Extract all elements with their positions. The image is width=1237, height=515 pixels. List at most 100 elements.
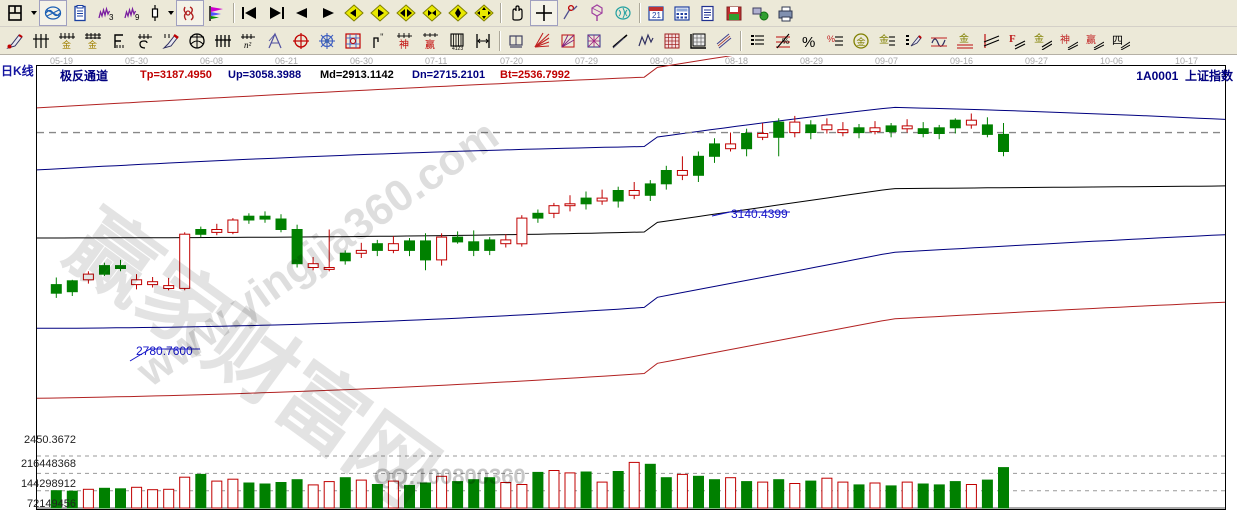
last-page-icon[interactable] — [263, 1, 289, 25]
network-icon[interactable] — [747, 1, 773, 25]
star-target-icon[interactable] — [314, 29, 340, 53]
percent-lines-icon[interactable]: % — [822, 29, 848, 53]
candle-icon[interactable] — [145, 1, 165, 25]
prev-icon[interactable] — [289, 1, 315, 25]
svg-text:n²: n² — [244, 40, 252, 50]
report-icon[interactable] — [67, 1, 93, 25]
formula-icon[interactable] — [176, 0, 204, 26]
nav-shrink-icon[interactable] — [445, 1, 471, 25]
toolbar-separator-3 — [639, 3, 640, 23]
span-icon[interactable] — [470, 29, 496, 53]
indicator-9-icon[interactable]: 9 — [119, 1, 145, 25]
pen-mark-icon[interactable] — [900, 29, 926, 53]
y-axis-price-label: 2450.3672 — [24, 434, 76, 446]
circle-tool-icon[interactable] — [184, 29, 210, 53]
target-icon[interactable] — [288, 29, 314, 53]
step-icon[interactable]: " — [366, 29, 392, 53]
angle-icon[interactable] — [262, 29, 288, 53]
calendar-icon[interactable]: 21 — [643, 1, 669, 25]
first-page-icon[interactable] — [237, 1, 263, 25]
date-tick: 09-16 — [950, 56, 974, 66]
percent-icon[interactable]: % — [796, 29, 822, 53]
save-layout-icon[interactable] — [2, 1, 28, 25]
kline-period-label[interactable]: 日K线 — [1, 64, 34, 78]
box-fan-icon[interactable] — [555, 29, 581, 53]
wave-icon[interactable] — [926, 29, 952, 53]
ying-slope-icon[interactable]: 赢 — [1082, 29, 1108, 53]
f-slope-icon[interactable]: F — [1004, 29, 1030, 53]
gold-fan-icon[interactable]: 金 — [54, 29, 80, 53]
nav-center-icon[interactable] — [393, 1, 419, 25]
grid-net-icon[interactable] — [659, 29, 685, 53]
indicator-name-label[interactable]: 极反通道 — [60, 69, 109, 83]
dropdown-caret-2-icon[interactable] — [165, 1, 176, 25]
gann-grid-icon[interactable] — [28, 29, 54, 53]
date-tick: 08-18 — [725, 56, 749, 66]
gold-circle-icon[interactable]: 金 — [848, 29, 874, 53]
svg-text:四: 四 — [1112, 34, 1123, 47]
print-icon[interactable] — [773, 1, 799, 25]
multi-chart-icon[interactable] — [39, 0, 67, 26]
hand-tool-icon[interactable] — [504, 1, 530, 25]
svg-text:4123: 4123 — [452, 46, 463, 50]
four-slope-icon[interactable]: 四 — [1108, 29, 1134, 53]
toolbar2-separator-2 — [740, 30, 741, 51]
svg-text:%: % — [782, 37, 789, 46]
trend-line-icon[interactable] — [607, 29, 633, 53]
grid-lines-icon[interactable] — [210, 29, 236, 53]
tree-icon[interactable] — [584, 1, 610, 25]
grid-axis-icon[interactable] — [685, 29, 711, 53]
ying-icon[interactable]: 赢 — [418, 29, 444, 53]
nav-move-icon[interactable] — [471, 1, 497, 25]
rect-tool-icon[interactable] — [503, 29, 529, 53]
ruler-icon[interactable] — [558, 1, 584, 25]
crosshair-icon[interactable] — [530, 0, 558, 26]
zigzag-icon[interactable] — [633, 29, 659, 53]
param-up: Up=3058.3988 — [228, 69, 302, 81]
fibo-icon[interactable] — [106, 29, 132, 53]
chart-area[interactable]: 05-19 05-30 06-08 06-21 06-30 07-11 07-2… — [0, 56, 1237, 515]
param-dn: Dn=2715.2101 — [412, 69, 486, 81]
spiral-icon[interactable] — [132, 29, 158, 53]
toolbar-primary: 3 9 — [0, 0, 1237, 27]
y-axis-volume-label: 72149456 — [27, 498, 76, 510]
svg-text:赢: 赢 — [425, 38, 435, 50]
nav-left-icon[interactable] — [341, 1, 367, 25]
brain-icon[interactable] — [610, 1, 636, 25]
marker-icon[interactable] — [158, 29, 184, 53]
color-chart-icon[interactable] — [204, 1, 230, 25]
svg-text:%: % — [827, 34, 835, 44]
gold-level-icon[interactable]: 金 — [952, 29, 978, 53]
parallel-icon[interactable] — [711, 29, 737, 53]
date-tick: 06-08 — [200, 56, 224, 66]
svg-text:赢: 赢 — [1086, 33, 1096, 46]
shen-icon[interactable]: 神 — [392, 29, 418, 53]
param-bt: Bt=2536.7992 — [500, 69, 571, 81]
notes-icon[interactable] — [695, 1, 721, 25]
chart-canvas[interactable] — [0, 56, 1237, 515]
pen-tool-icon[interactable] — [2, 29, 28, 53]
slope-icon[interactable] — [978, 29, 1004, 53]
gold-slope-icon[interactable]: 金 — [1030, 29, 1056, 53]
gold-line-icon[interactable]: 金 — [80, 29, 106, 53]
svg-text:金: 金 — [62, 39, 71, 50]
percent-cross-icon[interactable]: % — [770, 29, 796, 53]
net-box-icon[interactable] — [581, 29, 607, 53]
nav-expand-icon[interactable] — [419, 1, 445, 25]
next-icon[interactable] — [315, 1, 341, 25]
ladder-icon[interactable] — [744, 29, 770, 53]
fan-lines-icon[interactable] — [529, 29, 555, 53]
svg-text:金: 金 — [857, 36, 866, 48]
dropdown-caret-icon[interactable] — [28, 1, 39, 25]
shen-slope-icon[interactable]: 神 — [1056, 29, 1082, 53]
symbol-label: 1A0001 上证指数 — [1136, 67, 1233, 84]
save-disk-icon[interactable] — [721, 1, 747, 25]
ladder-scale-icon[interactable]: 4123 — [444, 29, 470, 53]
box-target-icon[interactable] — [340, 29, 366, 53]
date-tick: 07-20 — [500, 56, 524, 66]
nav-right-icon[interactable] — [367, 1, 393, 25]
calculator-icon[interactable] — [669, 1, 695, 25]
power-icon[interactable]: n² — [236, 29, 262, 53]
indicator-3-icon[interactable]: 3 — [93, 1, 119, 25]
gold-bar-icon[interactable]: 金 — [874, 29, 900, 53]
